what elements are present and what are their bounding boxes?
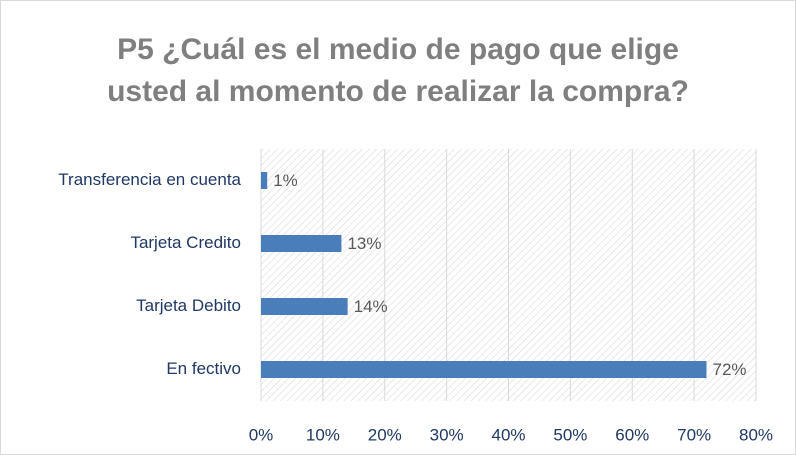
y-tick-label: Tarjeta Credito — [130, 233, 241, 252]
data-label: 13% — [347, 234, 381, 253]
data-label: 72% — [713, 360, 747, 379]
y-tick-label: Tarjeta Debito — [136, 296, 241, 315]
x-tick-label: 10% — [306, 425, 340, 444]
chart-title: P5 ¿Cuál es el medio de pago que elige u… — [107, 33, 689, 108]
x-tick-label: 50% — [553, 425, 587, 444]
data-label: 1% — [273, 171, 298, 190]
x-tick-label: 20% — [368, 425, 402, 444]
x-tick-label: 40% — [491, 425, 525, 444]
x-tick-label: 70% — [677, 425, 711, 444]
data-label: 14% — [354, 297, 388, 316]
bar — [261, 172, 268, 189]
x-tick-label: 30% — [430, 425, 464, 444]
x-tick-label: 60% — [615, 425, 649, 444]
x-tick-label: 0% — [249, 425, 274, 444]
y-tick-label: En fectivo — [166, 359, 241, 378]
bar — [261, 298, 348, 315]
bar — [261, 235, 342, 252]
bar — [261, 361, 707, 378]
x-tick-label: 80% — [739, 425, 773, 444]
y-tick-label: Transferencia en cuenta — [58, 170, 241, 189]
